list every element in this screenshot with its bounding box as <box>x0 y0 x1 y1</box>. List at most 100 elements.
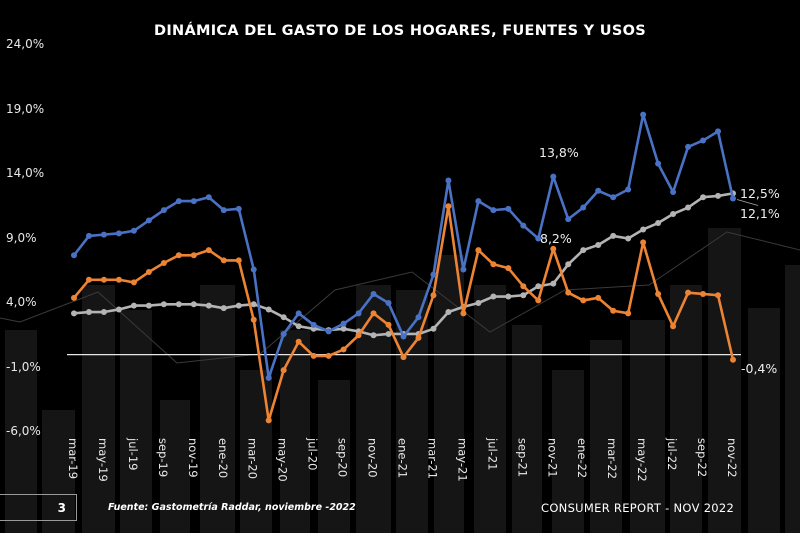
x-tick-label: sep-22 <box>695 438 710 478</box>
x-tick-label: nov-21 <box>545 438 560 478</box>
data-label: 12,1% <box>740 206 780 221</box>
x-tick-label: jul-21 <box>485 438 500 471</box>
data-point-orange <box>520 283 527 290</box>
data-label: 13,8% <box>539 145 579 160</box>
data-point-orange <box>640 239 647 246</box>
data-point-orange <box>370 310 377 317</box>
data-point-orange <box>610 307 617 314</box>
data-point-blue <box>700 137 707 144</box>
data-point-blue <box>475 198 482 205</box>
data-point-blue <box>175 198 182 205</box>
data-point-blue <box>445 177 452 184</box>
data-point-blue <box>595 187 602 194</box>
x-tick-label: sep-21 <box>515 438 530 478</box>
data-point-orange <box>535 297 542 304</box>
data-point-orange <box>130 279 137 286</box>
data-point-orange <box>460 310 467 317</box>
data-point-orange <box>295 338 302 345</box>
background-bar <box>5 330 37 533</box>
data-point-blue <box>280 330 287 337</box>
data-point-gray <box>235 302 242 309</box>
background-bar <box>160 400 190 533</box>
data-point-orange <box>340 346 347 353</box>
background-bar <box>785 265 800 533</box>
data-point-orange <box>580 297 587 304</box>
x-tick-label: ene-21 <box>395 438 410 479</box>
x-tick-label: mar-22 <box>605 438 620 480</box>
series-gray <box>71 190 736 339</box>
data-point-orange <box>595 294 602 301</box>
data-point-gray <box>610 232 617 239</box>
data-point-orange <box>310 352 317 359</box>
data-point-blue <box>730 195 736 202</box>
x-tick-label: jul-19 <box>125 438 140 471</box>
series-line-gray <box>73 192 734 337</box>
data-point-orange <box>190 252 197 259</box>
data-point-orange <box>445 203 452 210</box>
data-point-orange <box>700 290 707 297</box>
data-point-blue <box>490 207 497 214</box>
x-tick-label: may-21 <box>455 438 470 482</box>
data-point-gray <box>655 220 662 227</box>
data-point-gray <box>445 309 452 316</box>
data-point-gray <box>115 306 122 313</box>
data-point-gray <box>175 301 182 308</box>
x-tick-label: sep-20 <box>335 438 350 478</box>
data-point-gray <box>625 235 632 242</box>
data-label: 12,5% <box>740 186 780 201</box>
data-point-gray <box>550 280 557 287</box>
data-point-blue <box>295 310 302 317</box>
data-point-blue <box>520 222 527 229</box>
data-point-blue <box>85 232 92 239</box>
data-point-orange <box>625 310 632 317</box>
data-point-orange <box>385 321 392 328</box>
data-point-orange <box>415 334 422 341</box>
data-label: -0,4% <box>741 361 778 376</box>
data-point-gray <box>595 241 602 248</box>
data-point-orange <box>175 252 182 259</box>
data-point-blue <box>205 194 212 201</box>
data-label: 8,2% <box>540 231 572 246</box>
data-point-orange <box>565 289 572 296</box>
data-point-gray <box>385 330 392 337</box>
label-leader-line <box>736 199 759 206</box>
data-point-blue <box>265 374 272 381</box>
data-point-blue <box>250 266 257 273</box>
background-trend-line <box>0 231 800 364</box>
y-tick-label: 9,0% <box>6 230 37 245</box>
x-tick-label: jul-22 <box>665 438 680 471</box>
x-tick-label: ene-20 <box>215 438 230 479</box>
background-bar <box>42 410 75 533</box>
series-blue <box>71 111 736 381</box>
data-point-blue <box>505 205 512 212</box>
data-point-blue <box>460 266 467 273</box>
x-tick-label: mar-19 <box>66 438 80 480</box>
data-point-gray <box>160 301 167 308</box>
data-point-blue <box>340 320 347 327</box>
report-label: CONSUMER REPORT - NOV 2022 <box>541 501 735 515</box>
data-point-orange <box>685 289 692 296</box>
data-point-blue <box>685 143 692 150</box>
data-point-orange <box>280 367 287 374</box>
data-point-blue <box>190 198 197 205</box>
background-bar <box>120 310 152 533</box>
data-point-orange <box>71 294 77 301</box>
page-number: 3 <box>0 494 77 521</box>
data-point-blue <box>565 216 572 223</box>
x-tick-label: mar-21 <box>425 438 440 480</box>
data-point-orange <box>715 292 722 299</box>
data-point-blue <box>625 186 632 193</box>
background-bar <box>590 340 622 533</box>
data-point-blue <box>535 235 542 242</box>
x-tick-label: may-19 <box>95 438 110 482</box>
data-point-orange <box>490 261 497 268</box>
series-line-orange <box>72 204 735 422</box>
x-tick-label: nov-19 <box>185 438 200 478</box>
x-tick-label: nov-22 <box>725 438 739 478</box>
data-point-orange <box>235 257 242 264</box>
data-point-blue <box>415 314 422 321</box>
y-tick-label: 24,0% <box>6 37 45 51</box>
data-point-gray <box>280 314 287 321</box>
